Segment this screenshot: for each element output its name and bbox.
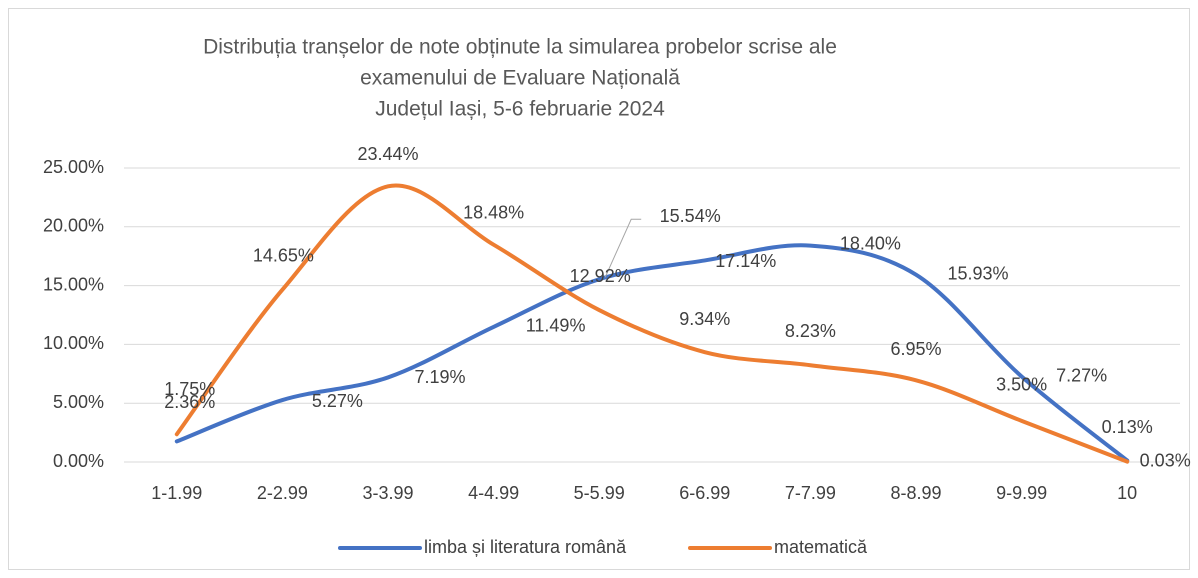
y-tick-label: 10.00%	[43, 333, 104, 353]
chart-title: Distribuția tranșelor de note obținute l…	[203, 36, 837, 59]
x-tick-label: 9-9.99	[996, 483, 1047, 503]
y-tick-label: 25.00%	[43, 157, 104, 177]
data-label: 18.40%	[840, 233, 901, 253]
data-label: 5.27%	[312, 391, 363, 411]
x-tick-label: 7-7.99	[785, 483, 836, 503]
y-tick-label: 15.00%	[43, 274, 104, 294]
data-label: 17.14%	[715, 251, 776, 271]
y-tick-label: 20.00%	[43, 216, 104, 236]
x-tick-label: 2-2.99	[257, 483, 308, 503]
x-tick-label: 1-1.99	[151, 483, 202, 503]
x-tick-label: 6-6.99	[679, 483, 730, 503]
x-tick-label: 3-3.99	[362, 483, 413, 503]
x-tick-label: 5-5.99	[574, 483, 625, 503]
y-tick-label: 5.00%	[53, 392, 104, 412]
y-tick-label: 0.00%	[53, 451, 104, 471]
data-label: 12.92%	[570, 266, 631, 286]
legend-label: matematică	[774, 537, 868, 557]
data-label: 7.27%	[1056, 365, 1107, 385]
chart-title: Județul Iași, 5-6 februarie 2024	[375, 98, 665, 121]
line	[174, 243, 1130, 463]
x-tick-label: 8-8.99	[890, 483, 941, 503]
data-label: 23.44%	[357, 144, 418, 164]
data-label: 11.49%	[526, 316, 586, 336]
line	[174, 183, 1130, 464]
data-label: 3.50%	[996, 375, 1047, 395]
data-label: 15.54%	[660, 206, 721, 226]
data-label: 9.34%	[679, 309, 730, 329]
data-label: 0.13%	[1102, 417, 1153, 437]
data-label: 1.75%	[164, 379, 215, 399]
data-label: 0.03%	[1140, 450, 1191, 470]
data-label: 8.23%	[785, 321, 836, 341]
data-label: 14.65%	[253, 245, 314, 265]
legend-label: limba și literatura română	[424, 537, 627, 557]
leader-line	[604, 218, 642, 278]
chart-border	[8, 8, 1190, 570]
chart-title: examenului de Evaluare Națională	[360, 67, 680, 90]
x-tick-label: 10	[1117, 483, 1137, 503]
data-label: 15.93%	[947, 263, 1008, 283]
data-label: 7.19%	[414, 367, 465, 387]
data-label: 2.36%	[164, 392, 215, 412]
data-label: 18.48%	[463, 202, 524, 222]
data-label: 6.95%	[890, 339, 941, 359]
x-tick-label: 4-4.99	[468, 483, 519, 503]
